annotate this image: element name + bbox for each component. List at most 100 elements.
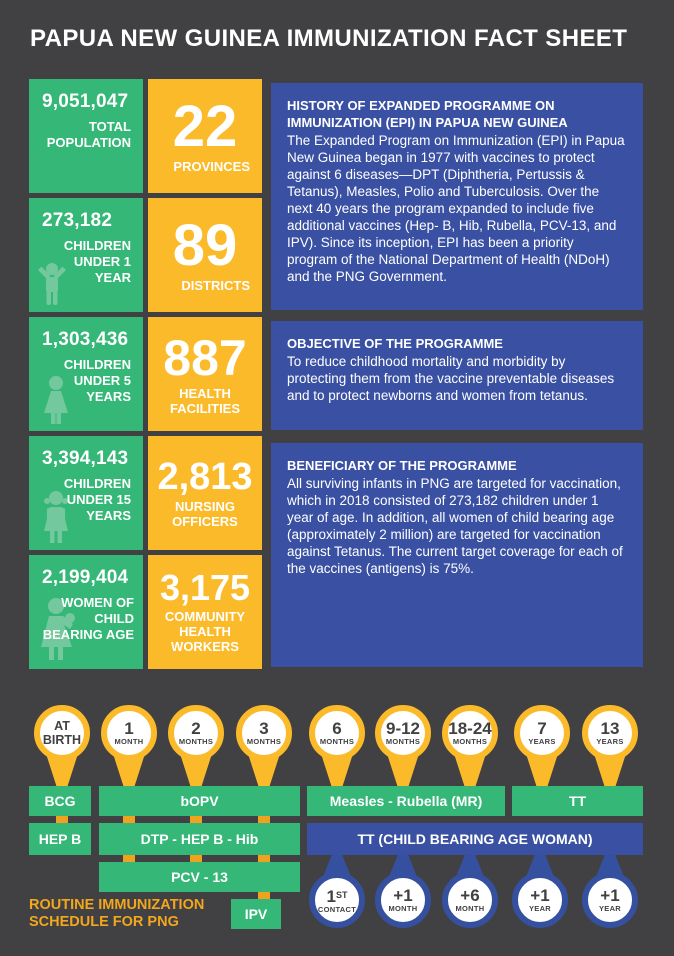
stat-value: 9,051,047 xyxy=(42,91,129,112)
stat-value: 3,175 xyxy=(159,567,251,608)
pin-number: 2 xyxy=(191,719,201,738)
timeline-pin-18-24-months: 18-24 MONTHS xyxy=(436,705,504,787)
pin-unit: MONTH xyxy=(455,904,485,913)
stat-total-population: 9,051,047 TOTAL POPULATION xyxy=(29,79,143,193)
stat-label: CHILDREN UNDER 1 YEAR xyxy=(63,238,131,285)
stat-community-health-workers: 3,175 COMMUNITY HEALTH WORKERS xyxy=(148,555,262,669)
pin-circle: +1 YEAR xyxy=(512,872,568,928)
info-body: All surviving infants in PNG are targete… xyxy=(287,476,623,576)
teen-girl-icon xyxy=(44,491,68,543)
pin-unit: MONTHS xyxy=(178,737,214,746)
pin-circle: 9-12 MONTHS xyxy=(375,705,431,761)
tt-pin-1st-contact: 1ST CONTACT xyxy=(303,855,371,928)
pin-circle: 3 MONTHS xyxy=(236,705,292,761)
pin-unit: YEAR xyxy=(598,904,622,913)
pin-unit: YEARS xyxy=(596,737,624,746)
timeline-pin-2-months: 2 MONTHS xyxy=(162,705,230,787)
schedule-caption: ROUTINE IMMUNIZATION SCHEDULE FOR PNG xyxy=(29,897,204,931)
info-box-objective: OBJECTIVE OF THE PROGRAMME To reduce chi… xyxy=(271,321,643,430)
info-heading: OBJECTIVE OF THE PROGRAMME xyxy=(287,336,503,351)
tt-pin-plus-6-month: +6 MONTH xyxy=(436,855,504,928)
pin-number: 1 xyxy=(124,719,134,738)
info-heading: HISTORY OF EXPANDED PROGRAMME ON IMMUNIZ… xyxy=(287,98,568,130)
child-icon xyxy=(38,263,66,305)
caption-line1: ROUTINE IMMUNIZATION xyxy=(29,897,205,913)
pin-number: +6 xyxy=(460,886,480,905)
timeline-pin-1-month: 1 MONTH xyxy=(95,705,163,787)
pin-number: 9-12 xyxy=(385,719,421,738)
info-body: The Expanded Program on Immunization (EP… xyxy=(287,133,625,284)
pin-unit: MONTHS xyxy=(452,737,488,746)
stat-value: 273,182 xyxy=(42,210,113,231)
pin-unit: YEARS xyxy=(528,737,556,746)
pin-circle: 1ST CONTACT xyxy=(309,872,365,928)
pin-number: 3 xyxy=(259,719,269,738)
pin-unit: BIRTH xyxy=(42,733,82,747)
stat-label: PROVINCES xyxy=(173,159,250,174)
stat-health-facilities: 887 HEALTH FACILITIES xyxy=(148,317,262,431)
pin-number: 7 xyxy=(537,719,547,738)
vaccine-bar-measles-rubella: Measles - Rubella (MR) xyxy=(307,786,505,816)
pin-unit: MONTHS xyxy=(385,737,421,746)
pin-unit: MONTHS xyxy=(246,737,282,746)
pin-number: +1 xyxy=(530,886,550,905)
timeline-pin-7-years: 7 YEARS xyxy=(508,705,576,787)
pin-number: +1 xyxy=(600,886,620,905)
pin-circle: 1 MONTH xyxy=(101,705,157,761)
info-heading: BENEFICIARY OF THE PROGRAMME xyxy=(287,458,517,473)
stat-value: 887 xyxy=(163,329,247,386)
pin-number: 18-24 xyxy=(448,719,492,738)
pin-number: +1 xyxy=(393,886,413,905)
vaccine-bar-dtp-hepb-hib: DTP - HEP B - Hib xyxy=(99,823,300,855)
page-title: PAPUA NEW GUINEA IMMUNIZATION FACT SHEET xyxy=(30,25,628,52)
info-box-history: HISTORY OF EXPANDED PROGRAMME ON IMMUNIZ… xyxy=(271,83,643,310)
stat-children-under-1: 273,182 CHILDREN UNDER 1 YEAR xyxy=(29,198,143,312)
vaccine-bar-tt-child-bearing: TT (CHILD BEARING AGE WOMAN) xyxy=(307,823,643,855)
vaccine-bar-bcg: BCG xyxy=(29,786,91,816)
stat-nursing-officers: 2,813 NURSING OFFICERS xyxy=(148,436,262,550)
vaccine-bar-bopv: bOPV xyxy=(99,786,300,816)
connector xyxy=(123,852,135,864)
stat-value: 1,303,436 xyxy=(42,329,129,350)
pin-unit: YEAR xyxy=(528,904,552,913)
timeline-pin-13-years: 13 YEARS xyxy=(576,705,644,787)
caption-line2: SCHEDULE FOR PNG xyxy=(29,914,179,930)
pin-unit: CONTACT xyxy=(317,904,357,914)
pin-number: 1ST xyxy=(326,886,348,906)
stat-label: CHILDREN UNDER 15 YEARS xyxy=(63,476,131,523)
timeline-pin-at-birth: AT BIRTH xyxy=(28,705,96,787)
stat-label: NURSING OFFICERS xyxy=(172,498,238,529)
vaccine-bar-pcv13: PCV - 13 xyxy=(99,862,300,892)
girl-icon xyxy=(44,376,68,424)
info-box-beneficiary: BENEFICIARY OF THE PROGRAMME All survivi… xyxy=(271,443,643,667)
timeline-pin-9-12-months: 9-12 MONTHS xyxy=(369,705,437,787)
tt-pin-plus-1-month: +1 MONTH xyxy=(369,855,437,928)
stat-label: TOTAL POPULATION xyxy=(46,119,131,150)
pin-circle: AT BIRTH xyxy=(34,705,90,761)
stat-provinces: 22 PROVINCES xyxy=(148,79,262,193)
tt-pin-plus-1-year-b: +1 YEAR xyxy=(576,855,644,928)
stat-value: 22 xyxy=(172,94,238,159)
stat-value: 89 xyxy=(172,213,238,278)
stat-value: 2,813 xyxy=(157,455,253,498)
timeline-pin-3-months: 3 MONTHS xyxy=(230,705,298,787)
pin-circle: +6 MONTH xyxy=(442,872,498,928)
pin-circle: +1 YEAR xyxy=(582,872,638,928)
stat-children-under-15: 3,394,143 CHILDREN UNDER 15 YEARS xyxy=(29,436,143,550)
vaccine-bar-hepb: HEP B xyxy=(29,823,91,855)
stat-label: COMMUNITY HEALTH WORKERS xyxy=(164,609,246,654)
pin-unit: MONTHS xyxy=(319,737,355,746)
stat-label: DISTRICTS xyxy=(181,278,250,293)
connector xyxy=(258,852,270,864)
stat-label: HEALTH FACILITIES xyxy=(169,385,241,416)
info-body: To reduce childhood mortality and morbid… xyxy=(287,354,615,403)
stat-value: 2,199,404 xyxy=(42,567,129,588)
tt-pin-plus-1-year-a: +1 YEAR xyxy=(506,855,574,928)
pin-circle: 13 YEARS xyxy=(582,705,638,761)
pin-number: 13 xyxy=(600,719,620,738)
connector xyxy=(190,852,202,864)
stat-label: WOMEN OF CHILD BEARING AGE xyxy=(42,595,134,642)
stat-children-under-5: 1,303,436 CHILDREN UNDER 5 YEARS xyxy=(29,317,143,431)
pin-circle: 18-24 MONTHS xyxy=(442,705,498,761)
